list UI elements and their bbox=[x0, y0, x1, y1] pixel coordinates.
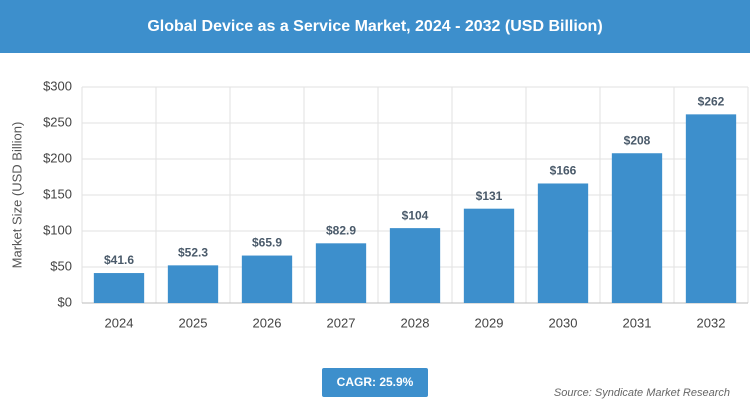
header-bar bbox=[0, 0, 750, 53]
bar bbox=[167, 265, 219, 303]
y-tick-label: $200 bbox=[43, 150, 72, 165]
bar bbox=[389, 228, 441, 303]
value-label: $104 bbox=[402, 208, 429, 222]
bar bbox=[685, 114, 737, 303]
value-label: $262 bbox=[698, 95, 725, 109]
bar bbox=[93, 273, 145, 303]
bar bbox=[241, 255, 293, 303]
value-label: $131 bbox=[476, 189, 503, 203]
x-tick-label: 2027 bbox=[327, 315, 356, 330]
x-tick-label: 2032 bbox=[697, 315, 726, 330]
x-tick-label: 2025 bbox=[179, 315, 208, 330]
bar bbox=[611, 153, 663, 303]
y-tick-label: $300 bbox=[43, 78, 72, 93]
bar bbox=[315, 243, 367, 303]
bar bbox=[463, 208, 515, 303]
value-label: $82.9 bbox=[326, 223, 356, 237]
value-label: $65.9 bbox=[252, 236, 282, 250]
value-label: $52.3 bbox=[178, 246, 208, 260]
y-tick-label: $50 bbox=[50, 258, 72, 273]
x-tick-label: 2030 bbox=[549, 315, 578, 330]
source-note: Source: Syndicate Market Research bbox=[554, 387, 730, 399]
value-label: $41.6 bbox=[104, 253, 134, 267]
value-label: $166 bbox=[550, 164, 577, 178]
y-tick-label: $250 bbox=[43, 114, 72, 129]
x-tick-label: 2028 bbox=[401, 315, 430, 330]
value-label: $208 bbox=[624, 133, 651, 147]
x-tick-label: 2024 bbox=[105, 315, 134, 330]
y-tick-label: $0 bbox=[58, 294, 72, 309]
cagr-text: CAGR: 25.9% bbox=[337, 375, 414, 389]
bar bbox=[537, 183, 589, 303]
x-tick-label: 2031 bbox=[623, 315, 652, 330]
y-tick-label: $100 bbox=[43, 222, 72, 237]
x-tick-label: 2026 bbox=[253, 315, 282, 330]
y-tick-label: $150 bbox=[43, 186, 72, 201]
y-axis-label: Market Size (USD Billion) bbox=[9, 122, 24, 269]
x-tick-label: 2029 bbox=[475, 315, 504, 330]
chart-title: Global Device as a Service Market, 2024 … bbox=[147, 18, 602, 35]
cagr-badge bbox=[322, 368, 428, 397]
